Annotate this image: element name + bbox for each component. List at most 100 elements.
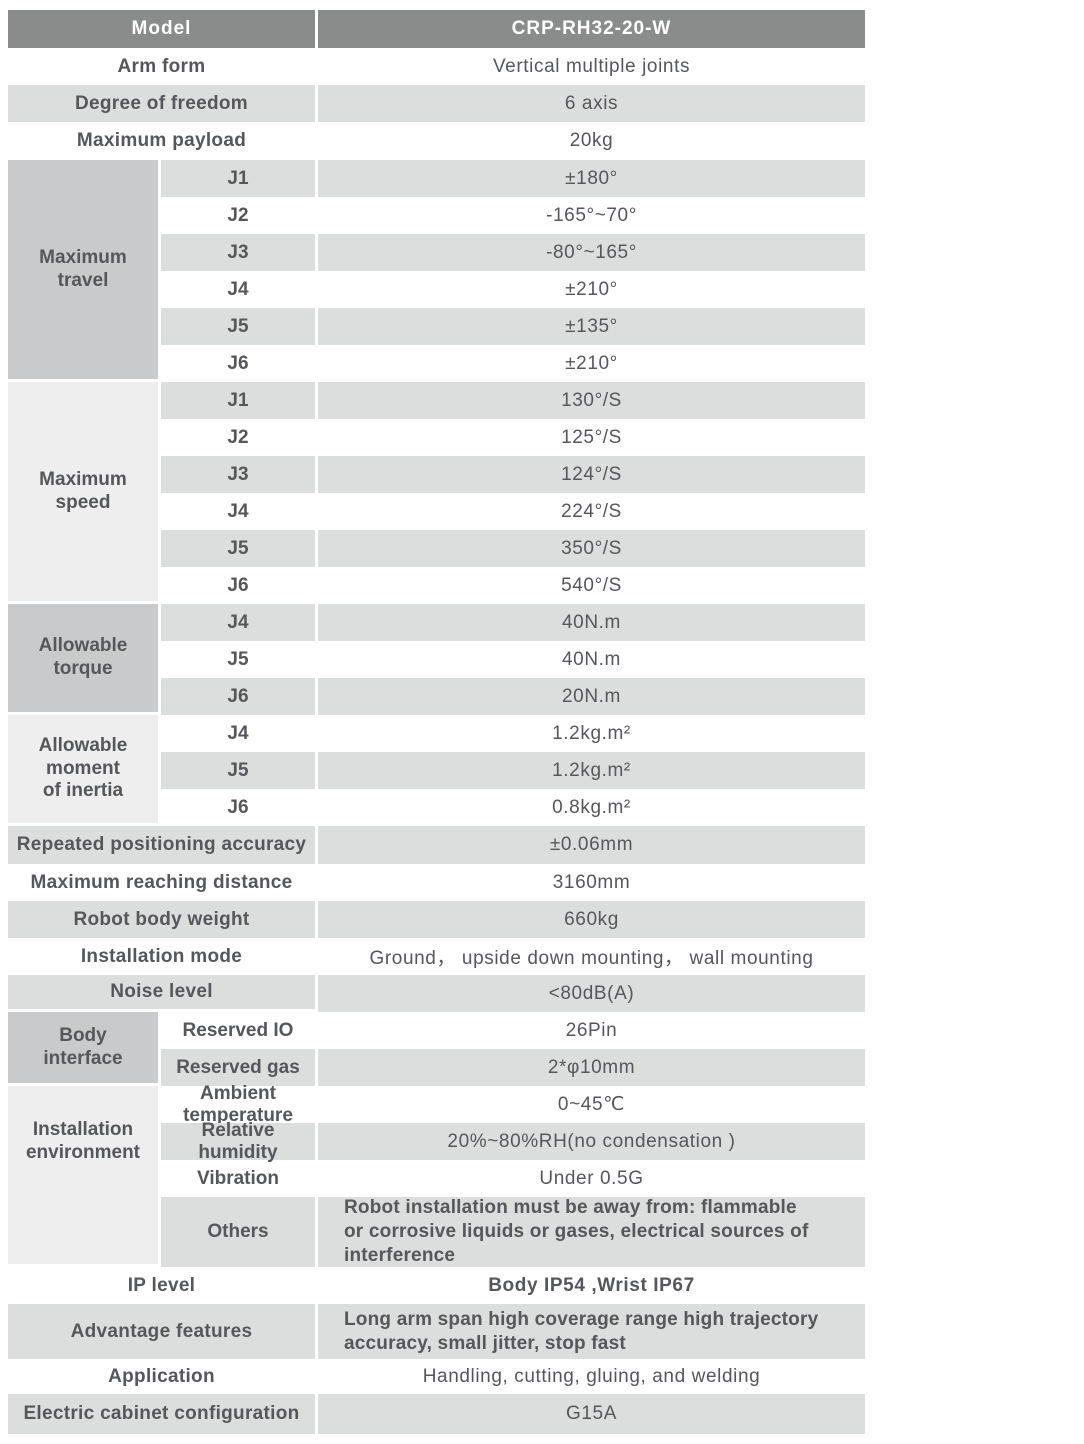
table-row: Others Robot installation must be away f… — [161, 1197, 865, 1267]
table-row: Ambient temperature 0~45℃ — [161, 1083, 865, 1126]
table-row: J2 -165°~70° — [161, 197, 865, 234]
spec-value: 0~45℃ — [557, 1094, 626, 1115]
spec-value: Under 0.5G — [539, 1167, 644, 1189]
sub-label: Vibration — [197, 1167, 279, 1189]
spec-value: 350°/S — [318, 530, 865, 567]
spec-value: G15A — [318, 1394, 865, 1434]
group-label: Installation environment — [8, 1086, 158, 1264]
spec-value: 0.8kg.m² — [552, 796, 631, 818]
group-label: Allowable torque — [8, 604, 158, 712]
joint-label: J1 — [161, 382, 315, 419]
group-label: Body interface — [8, 1012, 158, 1083]
row-arm-form: Arm form Vertical multiple joints — [8, 48, 865, 85]
row-noise-level: Noise level <80dB(A) — [8, 975, 865, 1012]
sub-label: Ambient temperature — [183, 1083, 293, 1126]
spec-value: 130°/S — [318, 382, 865, 419]
joint-label: J5 — [161, 530, 315, 567]
spec-label: IP level — [127, 1274, 196, 1296]
joint-label: J6 — [227, 796, 249, 818]
sub-label: Others — [161, 1197, 315, 1267]
table-row: J6 20N.m — [161, 678, 865, 715]
group-label: Allowable moment of inertia — [8, 715, 158, 823]
group-maximum-speed: Maximum speed J1 130°/S J2 125°/S J3 124… — [8, 382, 865, 604]
spec-value: Long arm span high coverage range high t… — [318, 1304, 865, 1359]
table-row: J3 124°/S — [161, 456, 865, 493]
joint-label: J5 — [161, 308, 315, 345]
spec-value: 1.2kg.m² — [552, 722, 631, 744]
spec-value: 125°/S — [561, 426, 622, 448]
spec-value: Robot installation must be away from: fl… — [318, 1197, 865, 1267]
header-model-value: CRP-RH32-20-W — [318, 10, 865, 48]
spec-value: -80°~165° — [318, 234, 865, 271]
table-row: J4 224°/S — [161, 493, 865, 530]
group-maximum-travel: Maximum travel J1 ±180° J2 -165°~70° J3 … — [8, 160, 865, 382]
table-row: J6 540°/S — [161, 567, 865, 604]
spec-label: Robot body weight — [8, 901, 315, 938]
spec-value: 20kg — [569, 130, 614, 151]
spec-label: Maximum reaching distance — [30, 871, 293, 893]
joint-label: J6 — [227, 352, 249, 374]
table-row: J1 130°/S — [161, 382, 865, 419]
table-row: J4 40N.m — [161, 604, 865, 641]
header-model-label: Model — [8, 10, 315, 48]
group-label: Maximum speed — [8, 382, 158, 601]
row-repeated-positioning-accuracy: Repeated positioning accuracy ±0.06mm — [8, 826, 865, 864]
joint-label: J4 — [227, 500, 249, 522]
spec-value: 26Pin — [565, 1019, 618, 1041]
spec-value: ±135° — [318, 308, 865, 345]
table-row: J4 1.2kg.m² — [161, 715, 865, 752]
joint-label: J5 — [227, 648, 249, 670]
joint-label: J6 — [161, 678, 315, 715]
spec-value: Ground， upside down mounting， wall mount… — [369, 948, 814, 969]
spec-value: 2*φ10mm — [318, 1049, 865, 1086]
joint-label: J4 — [227, 278, 249, 300]
row-maximum-reaching-distance: Maximum reaching distance 3160mm — [8, 864, 865, 901]
spec-value: 20%~80%RH(no condensation ) — [318, 1123, 865, 1160]
row-electric-cabinet-configuration: Electric cabinet configuration G15A — [8, 1394, 865, 1434]
group-allowable-torque: Allowable torque J4 40N.m J5 40N.m J6 20… — [8, 604, 865, 715]
spec-value: 40N.m — [562, 648, 621, 670]
joint-label: J6 — [227, 574, 249, 596]
table-row: J5 ±135° — [161, 308, 865, 345]
row-maximum-payload: Maximum payload 20kg — [8, 122, 865, 160]
sub-label: Reserved gas — [161, 1049, 315, 1086]
sub-label: Relative humidity — [161, 1120, 315, 1163]
spec-value: ±210° — [565, 352, 618, 374]
table-row: J6 0.8kg.m² — [161, 789, 865, 826]
spec-label: Maximum payload — [76, 130, 247, 151]
joint-label: J3 — [161, 234, 315, 271]
group-body-interface: Body interface Reserved IO 26Pin Reserve… — [8, 1012, 865, 1086]
joint-label: J2 — [227, 426, 249, 448]
spec-value: ±210° — [565, 278, 618, 300]
table-row: J4 ±210° — [161, 271, 865, 308]
spec-label: Degree of freedom — [8, 85, 315, 122]
row-ip-level: IP level Body IP54 ,Wrist IP67 — [8, 1267, 865, 1304]
spec-value: <80dB(A) — [318, 975, 865, 1012]
spec-value: 40N.m — [318, 604, 865, 641]
table-header-row: Model CRP-RH32-20-W — [8, 10, 865, 48]
spec-value: Body IP54 ,Wrist IP67 — [488, 1274, 695, 1296]
spec-value: 224°/S — [561, 500, 622, 522]
spec-value: ±180° — [318, 160, 865, 197]
spec-label: Installation mode — [80, 945, 243, 967]
joint-label: J4 — [227, 722, 249, 744]
table-row: Reserved IO 26Pin — [161, 1012, 865, 1049]
group-installation-environment: Installation environment Ambient tempera… — [8, 1083, 865, 1267]
row-robot-body-weight: Robot body weight 660kg — [8, 901, 865, 938]
spec-value: ±0.06mm — [318, 826, 865, 864]
table-row: J6 ±210° — [161, 345, 865, 382]
table-row: Vibration Under 0.5G — [161, 1160, 865, 1197]
spec-value: 540°/S — [561, 574, 622, 596]
row-application: Application Handling, cutting, gluing, a… — [8, 1359, 865, 1394]
joint-label: J4 — [161, 604, 315, 641]
joint-label: J5 — [161, 752, 315, 789]
group-label: Maximum travel — [8, 160, 158, 379]
spec-label: Arm form — [117, 55, 206, 77]
table-row: Relative humidity 20%~80%RH(no condensat… — [161, 1120, 865, 1163]
joint-label: J3 — [161, 456, 315, 493]
table-row: J5 350°/S — [161, 530, 865, 567]
spec-value: 1.2kg.m² — [318, 752, 865, 789]
sub-label: Reserved IO — [182, 1019, 294, 1041]
spec-value: 124°/S — [318, 456, 865, 493]
table-row: J2 125°/S — [161, 419, 865, 456]
